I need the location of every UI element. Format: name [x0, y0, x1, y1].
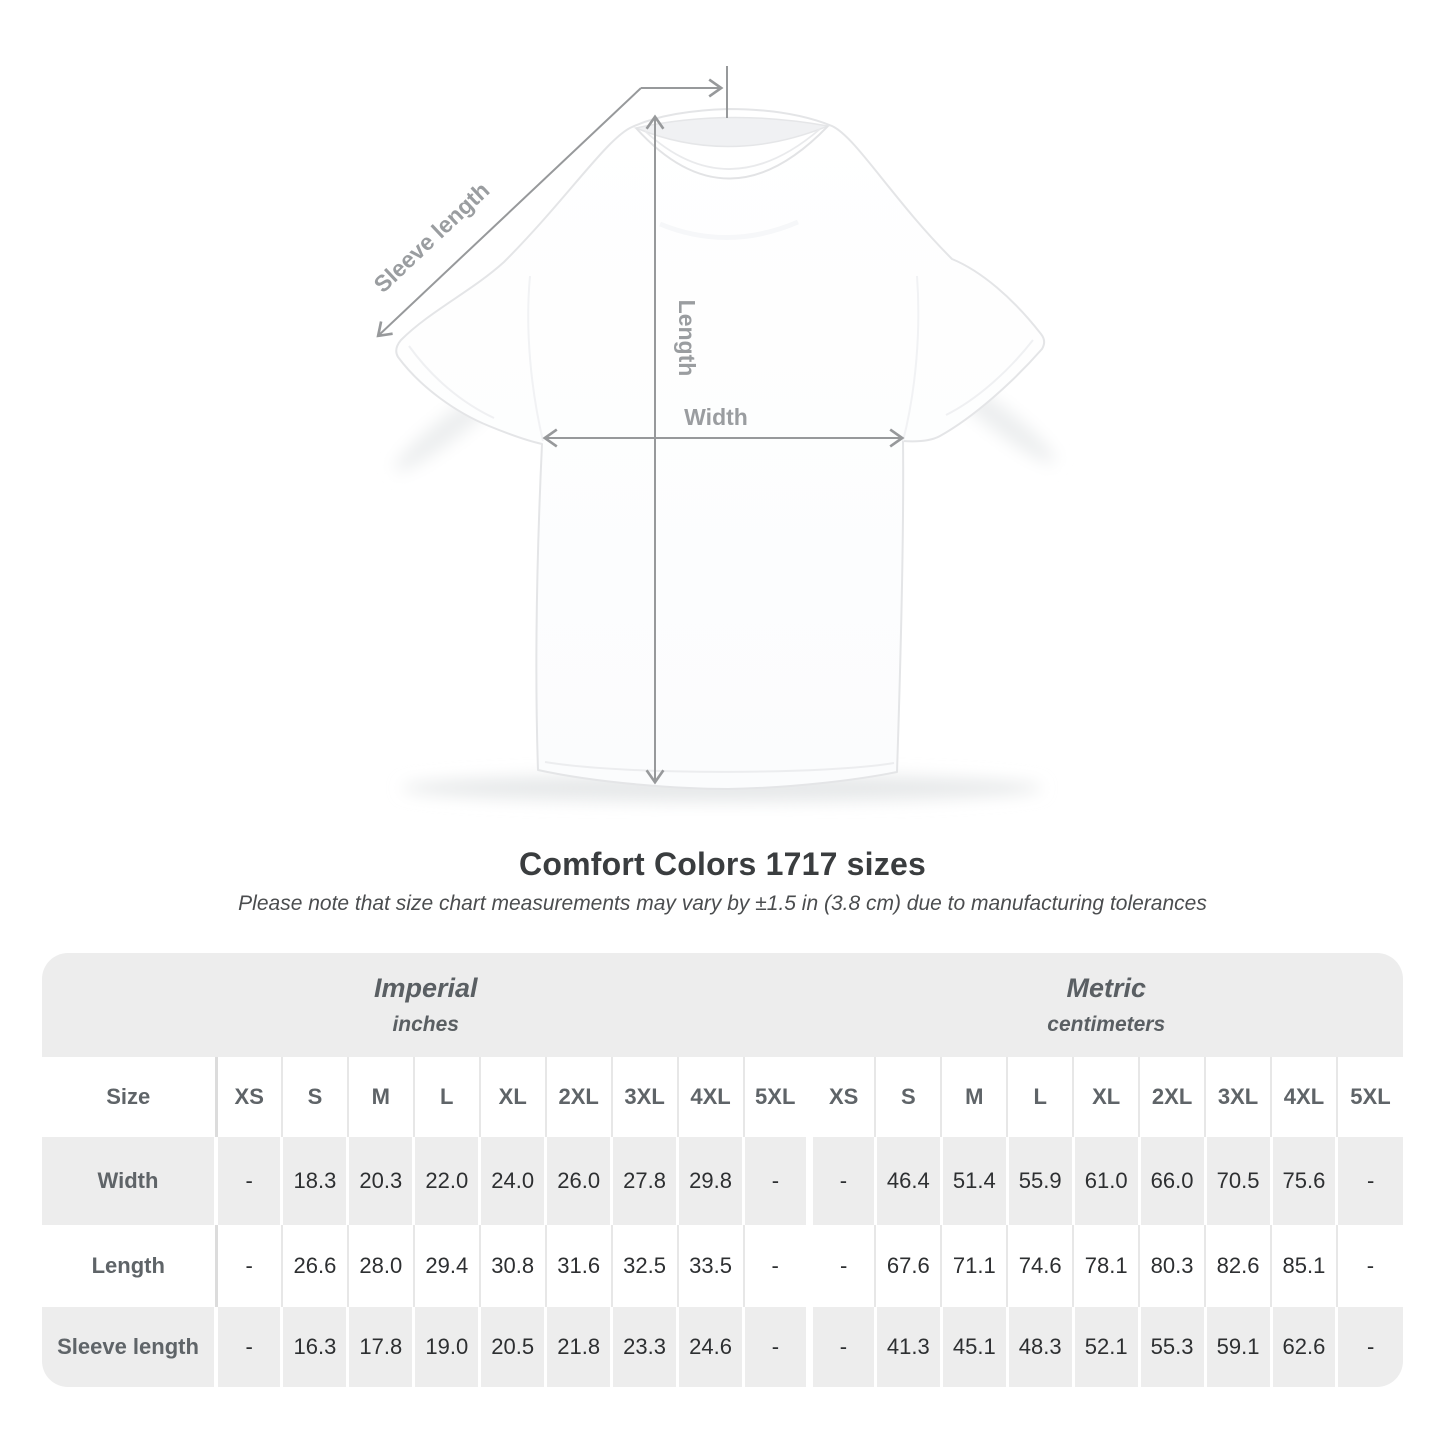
sleeve-metric-xl: 52.1 — [1073, 1307, 1141, 1387]
width-row: Width - 18.3 20.3 22.0 24.0 26.0 27.8 29… — [42, 1137, 1403, 1225]
length-imperial-4xl: 33.5 — [677, 1225, 745, 1307]
size-header-metric-xs: XS — [809, 1057, 877, 1137]
sleeve-metric-3xl: 59.1 — [1205, 1307, 1273, 1387]
length-imperial-l: 29.4 — [413, 1225, 481, 1307]
size-header-metric-m: M — [941, 1057, 1009, 1137]
width-imperial-5xl: - — [743, 1137, 813, 1225]
imperial-label: Imperial — [373, 973, 478, 1003]
size-header-imperial-xl: XL — [479, 1057, 547, 1137]
sleeve-metric-l: 48.3 — [1007, 1307, 1075, 1387]
row-label-width: Width — [42, 1137, 218, 1225]
length-row: Length - 26.6 28.0 29.4 30.8 31.6 32.5 3… — [42, 1225, 1403, 1307]
metric-label: Metric — [1066, 973, 1146, 1003]
sleeve-metric-m: 45.1 — [941, 1307, 1009, 1387]
metric-units: centimeters — [1047, 1013, 1166, 1036]
width-metric-xl: 61.0 — [1073, 1137, 1141, 1225]
length-metric-xl: 78.1 — [1073, 1225, 1141, 1307]
size-chart-table: Imperial inches Metric centimeters Size … — [42, 953, 1403, 1387]
width-metric-xs: - — [809, 1137, 877, 1225]
sleeve-metric-xs: - — [809, 1307, 877, 1387]
width-metric-4xl: 75.6 — [1271, 1137, 1339, 1225]
sleeve-imperial-xl: 20.5 — [479, 1307, 548, 1387]
size-header-metric-s: S — [875, 1057, 943, 1137]
width-imperial-4xl: 29.8 — [677, 1137, 745, 1225]
sleeve-length-row: Sleeve length - 16.3 17.8 19.0 20.5 21.8… — [42, 1307, 1403, 1387]
length-metric-3xl: 82.6 — [1205, 1225, 1272, 1307]
width-imperial-s: 18.3 — [281, 1137, 350, 1225]
width-imperial-l: 22.0 — [413, 1137, 482, 1225]
sleeve-imperial-m: 17.8 — [347, 1307, 416, 1387]
sleeve-metric-s: 41.3 — [875, 1307, 943, 1387]
size-header-metric-4xl: 4XL — [1271, 1057, 1338, 1137]
size-header-imperial-4xl: 4XL — [677, 1057, 745, 1137]
length-metric-4xl: 85.1 — [1271, 1225, 1338, 1307]
width-metric-2xl: 66.0 — [1139, 1137, 1207, 1225]
width-label: Width — [684, 404, 748, 430]
sleeve-imperial-5xl: - — [743, 1307, 813, 1387]
unit-section-header-row: Imperial inches Metric centimeters — [42, 953, 1403, 1057]
sleeve-length-label: Sleeve length — [369, 177, 495, 298]
length-imperial-3xl: 32.5 — [611, 1225, 679, 1307]
length-imperial-2xl: 31.6 — [545, 1225, 613, 1307]
length-metric-xs: - — [809, 1225, 877, 1307]
length-imperial-m: 28.0 — [347, 1225, 415, 1307]
length-imperial-xl: 30.8 — [479, 1225, 547, 1307]
length-metric-2xl: 80.3 — [1139, 1225, 1207, 1307]
imperial-section-header: Imperial inches — [42, 953, 810, 1057]
size-header-row: Size XS S M L XL 2XL 3XL 4XL 5XL XS S M … — [42, 1057, 1403, 1137]
length-metric-s: 67.6 — [875, 1225, 943, 1307]
row-label-length: Length — [42, 1225, 218, 1307]
metric-section-header: Metric centimeters — [809, 953, 1403, 1057]
width-metric-5xl: - — [1336, 1137, 1403, 1225]
width-imperial-xs: - — [216, 1137, 284, 1225]
size-header-metric-l: L — [1007, 1057, 1075, 1137]
width-imperial-m: 20.3 — [347, 1137, 416, 1225]
width-metric-l: 55.9 — [1007, 1137, 1075, 1225]
width-metric-m: 51.4 — [941, 1137, 1009, 1225]
sleeve-imperial-3xl: 23.3 — [611, 1307, 680, 1387]
size-header-imperial-s: S — [281, 1057, 349, 1137]
tshirt-diagram: Sleeve length Length Width — [369, 66, 1056, 802]
width-imperial-xl: 24.0 — [479, 1137, 548, 1225]
sleeve-metric-2xl: 55.3 — [1139, 1307, 1207, 1387]
imperial-units: inches — [392, 1013, 459, 1036]
sleeve-metric-5xl: - — [1336, 1307, 1403, 1387]
length-imperial-s: 26.6 — [281, 1225, 349, 1307]
size-column-header: Size — [42, 1057, 218, 1137]
length-imperial-5xl: - — [743, 1225, 813, 1307]
sleeve-imperial-4xl: 24.6 — [677, 1307, 745, 1387]
size-header-metric-xl: XL — [1073, 1057, 1141, 1137]
length-label: Length — [674, 300, 700, 377]
length-metric-m: 71.1 — [941, 1225, 1009, 1307]
width-metric-s: 46.4 — [875, 1137, 943, 1225]
size-header-imperial-3xl: 3XL — [611, 1057, 679, 1137]
row-label-sleeve-length: Sleeve length — [42, 1307, 218, 1387]
size-header-metric-5xl: 5XL — [1336, 1057, 1403, 1137]
tshirt-image: Sleeve length Length Width — [369, 66, 1056, 802]
sleeve-metric-4xl: 62.6 — [1271, 1307, 1339, 1387]
sleeve-imperial-s: 16.3 — [281, 1307, 350, 1387]
size-header-imperial-2xl: 2XL — [545, 1057, 613, 1137]
size-header-imperial-5xl: 5XL — [743, 1057, 813, 1137]
sleeve-imperial-2xl: 21.8 — [545, 1307, 614, 1387]
size-header-imperial-xs: XS — [216, 1057, 283, 1137]
length-metric-l: 74.6 — [1007, 1225, 1075, 1307]
size-header-imperial-m: M — [347, 1057, 415, 1137]
sleeve-imperial-l: 19.0 — [413, 1307, 482, 1387]
sleeve-length-arrow-diagonal — [376, 87, 642, 338]
length-imperial-xs: - — [216, 1225, 283, 1307]
length-metric-5xl: - — [1336, 1225, 1403, 1307]
size-header-imperial-l: L — [413, 1057, 481, 1137]
tshirt-body — [395, 108, 1046, 790]
sleeve-imperial-xs: - — [216, 1307, 284, 1387]
width-imperial-2xl: 26.0 — [545, 1137, 614, 1225]
width-metric-3xl: 70.5 — [1205, 1137, 1273, 1225]
page-title: Comfort Colors 1717 sizes — [519, 846, 926, 882]
tolerance-note: Please note that size chart measurements… — [238, 892, 1207, 915]
width-imperial-3xl: 27.8 — [611, 1137, 680, 1225]
size-header-metric-3xl: 3XL — [1205, 1057, 1272, 1137]
size-header-metric-2xl: 2XL — [1139, 1057, 1207, 1137]
